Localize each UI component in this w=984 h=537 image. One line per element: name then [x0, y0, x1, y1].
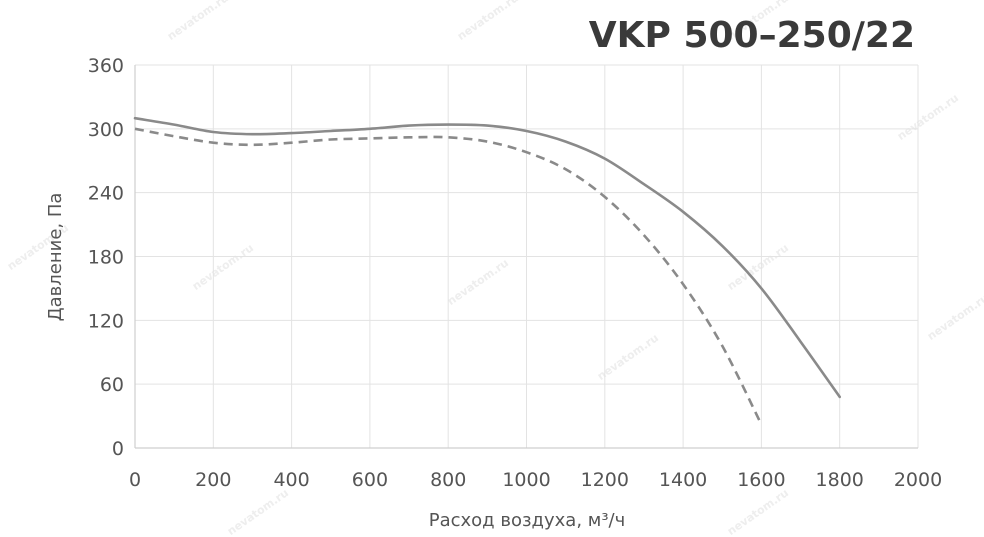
watermark-text: nevatom.ru	[455, 0, 521, 43]
watermark-text: nevatom.ru	[895, 91, 961, 143]
dashed-performance-curve	[134, 127, 763, 426]
x-tick-label: 400	[273, 469, 309, 491]
watermark-text: nevatom.ru	[725, 486, 791, 537]
y-tick-label: 180	[88, 247, 124, 269]
series-layer	[133, 116, 841, 426]
y-tick-label: 0	[112, 438, 124, 460]
watermark-logo: nevatom.ru	[190, 241, 256, 293]
watermark-logo: nevatom.ru	[925, 291, 984, 343]
x-tick-label: 0	[129, 469, 141, 491]
watermark-logo: nevatom.ru	[165, 0, 231, 43]
watermark-logo: nevatom.ru	[445, 256, 511, 308]
watermark-logo: nevatom.ru	[895, 91, 961, 143]
solid-performance-curve	[133, 116, 841, 399]
y-tick-label: 360	[88, 55, 124, 77]
y-axis-label: Давление, Па	[45, 193, 66, 322]
x-tick-label: 1600	[737, 469, 785, 491]
watermark-logo: nevatom.ru	[225, 486, 291, 537]
y-tick-label: 300	[88, 119, 124, 141]
grid	[135, 64, 919, 448]
watermark-text: nevatom.ru	[190, 241, 256, 293]
x-tick-label: 200	[195, 469, 231, 491]
x-tick-label: 1000	[502, 469, 550, 491]
x-axis-label: Расход воздуха, м³/ч	[429, 510, 626, 531]
x-tick-label: 800	[430, 469, 466, 491]
axes: 0 200 400 600 800 1000 1200 1400 1600 1800 2000 0 60…	[88, 55, 942, 491]
y-tick-label: 60	[100, 374, 124, 396]
y-tick-label: 120	[88, 310, 124, 332]
chart-title: VKP 500–250/22	[589, 15, 915, 56]
y-tick-label: 240	[88, 183, 124, 205]
watermark-logo: nevatom.ru	[725, 486, 791, 537]
watermark-text: nevatom.ru	[225, 486, 291, 537]
watermark-text: nevatom.ru	[165, 0, 231, 43]
x-tick-label: 1800	[816, 469, 864, 491]
x-tick-label: 1200	[581, 469, 629, 491]
x-tick-label: 600	[352, 469, 388, 491]
x-tick-label: 2000	[894, 469, 942, 491]
x-tick-label: 1400	[659, 469, 707, 491]
watermark-logo: nevatom.ru	[455, 0, 521, 43]
watermark-text: nevatom.ru	[445, 256, 511, 308]
watermark-layer: nevatom.ru nevatom.ru nevatom.ru nevatom.ru…	[5, 0, 984, 537]
watermark-text: nevatom.ru	[925, 291, 984, 343]
labels: VKP 500–250/22 Расход воздуха, м³/ч Давл…	[45, 15, 915, 531]
